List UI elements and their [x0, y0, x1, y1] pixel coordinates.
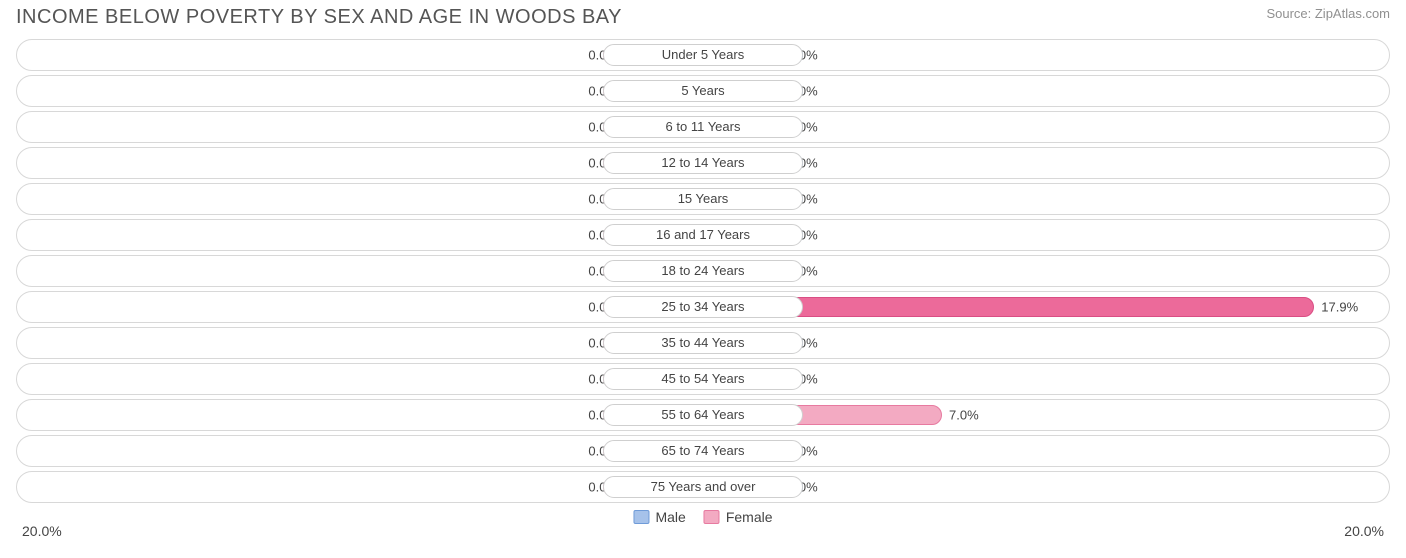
chart-row: 12 to 14 Years0.0%0.0% [16, 147, 1390, 179]
axis-max-right: 20.0% [1344, 523, 1384, 539]
category-label: 6 to 11 Years [603, 116, 803, 138]
poverty-by-sex-age-chart: INCOME BELOW POVERTY BY SEX AND AGE IN W… [0, 0, 1406, 558]
category-label: Under 5 Years [603, 44, 803, 66]
category-label: 65 to 74 Years [603, 440, 803, 462]
legend-female-swatch [704, 510, 720, 524]
chart-source: Source: ZipAtlas.com [1266, 6, 1390, 21]
legend-male-swatch [633, 510, 649, 524]
chart-plot-area: Under 5 Years0.0%0.0% 5 Years0.0%0.0% 6 to… [16, 39, 1390, 503]
category-label: 5 Years [603, 80, 803, 102]
category-label: 12 to 14 Years [603, 152, 803, 174]
chart-row: Under 5 Years0.0%0.0% [16, 39, 1390, 71]
female-value-label: 17.9% [1321, 300, 1358, 315]
chart-row: 55 to 64 Years0.0%7.0% [16, 399, 1390, 431]
chart-footer: 20.0% Male Female 20.0% [16, 509, 1390, 549]
chart-row: 25 to 34 Years0.0%17.9% [16, 291, 1390, 323]
category-label: 25 to 34 Years [603, 296, 803, 318]
chart-title: INCOME BELOW POVERTY BY SEX AND AGE IN W… [16, 6, 622, 29]
category-label: 18 to 24 Years [603, 260, 803, 282]
chart-row: 15 Years0.0%0.0% [16, 183, 1390, 215]
chart-row: 18 to 24 Years0.0%0.0% [16, 255, 1390, 287]
female-value-label: 7.0% [949, 408, 979, 423]
category-label: 55 to 64 Years [603, 404, 803, 426]
chart-row: 35 to 44 Years0.0%0.0% [16, 327, 1390, 359]
chart-row: 75 Years and over0.0%0.0% [16, 471, 1390, 503]
category-label: 75 Years and over [603, 476, 803, 498]
legend-female: Female [704, 509, 773, 525]
legend-male: Male [633, 509, 685, 525]
category-label: 15 Years [603, 188, 803, 210]
axis-max-left: 20.0% [22, 523, 62, 539]
chart-row: 65 to 74 Years0.0%0.0% [16, 435, 1390, 467]
chart-row: 6 to 11 Years0.0%0.0% [16, 111, 1390, 143]
chart-row: 45 to 54 Years0.0%0.0% [16, 363, 1390, 395]
category-label: 16 and 17 Years [603, 224, 803, 246]
legend-female-label: Female [726, 509, 773, 525]
category-label: 45 to 54 Years [603, 368, 803, 390]
chart-row: 16 and 17 Years0.0%0.0% [16, 219, 1390, 251]
chart-header: INCOME BELOW POVERTY BY SEX AND AGE IN W… [10, 2, 1396, 39]
chart-row: 5 Years0.0%0.0% [16, 75, 1390, 107]
legend-male-label: Male [655, 509, 685, 525]
category-label: 35 to 44 Years [603, 332, 803, 354]
chart-legend: Male Female [633, 509, 772, 525]
